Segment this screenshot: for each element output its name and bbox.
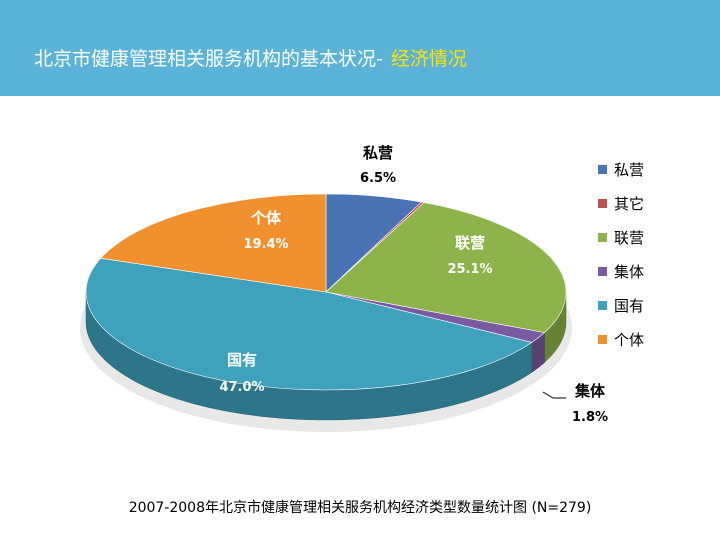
legend-label-集体: 集体 [614,263,644,281]
legend-swatch-其它 [598,199,607,208]
legend-label-其它: 其它 [614,195,644,213]
pie-slice-联营 [325,202,567,333]
legend-swatch-集体 [598,267,607,276]
legend-label-联营: 联营 [614,229,644,247]
slice-label-name-私营: 私营 [362,144,393,162]
legend-swatch-私营 [598,165,607,174]
page-title-main: 北京市健康管理相关服务机构的基本状况- [34,48,383,70]
legend-swatch-个体 [598,335,607,344]
page-title-highlight: 经济情况 [390,48,467,70]
slice-label-name-联营: 联营 [455,234,485,252]
slice-label-value-私营: 6.5% [360,171,396,186]
title-bar: 北京市健康管理相关服务机构的基本状况- 经济情况 [0,0,720,96]
leader-line-集体 [542,391,566,399]
legend-label-私营: 私营 [614,161,644,179]
slice-label-value-集体: 1.8% [572,410,608,425]
pie-slice-个体 [100,193,327,293]
pie-slice-国有 [85,257,533,391]
legend-swatch-联营 [598,233,607,242]
slice-label-value-国有: 47.0% [219,380,264,395]
legend-swatch-国有 [598,301,607,310]
legend-label-国有: 国有 [614,297,644,315]
slice-label-name-国有: 国有 [227,351,257,369]
slice-label-value-个体: 19.4% [243,237,288,252]
slice-label-name-集体: 集体 [574,382,606,400]
slice-label-value-联营: 25.1% [447,262,492,277]
chart-caption: 2007-2008年北京市健康管理相关服务机构经济类型数量统计图 (N=279) [128,500,592,516]
slice-label-name-个体: 个体 [250,209,282,227]
legend-label-个体: 个体 [614,331,644,349]
page-title: 北京市健康管理相关服务机构的基本状况- 经济情况 [34,44,467,71]
